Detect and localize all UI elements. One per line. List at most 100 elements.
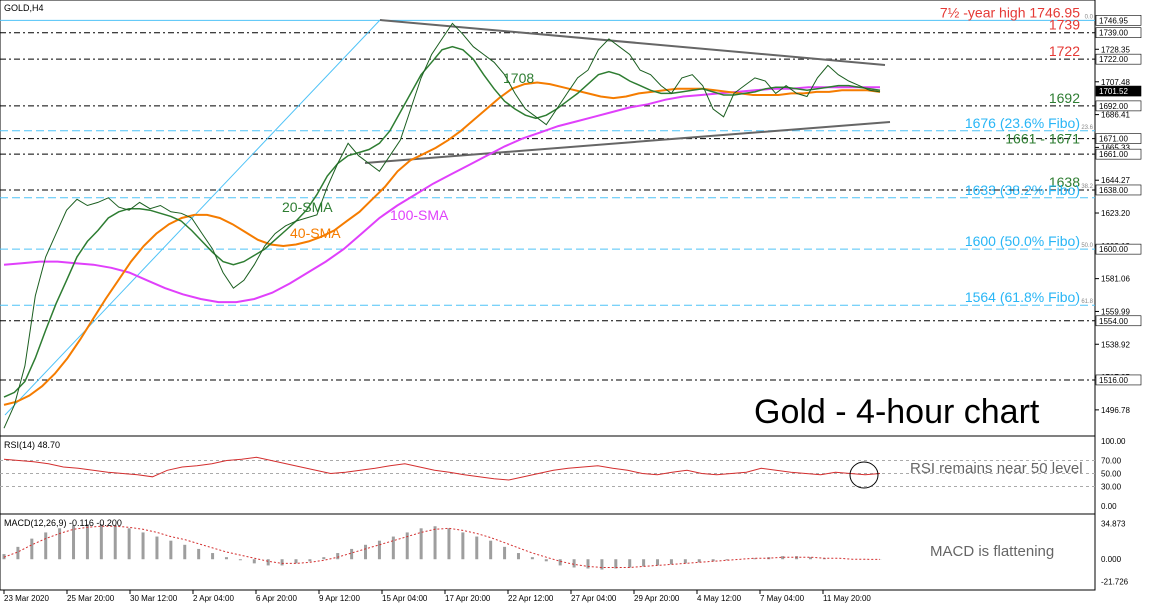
price-tick-label: 1728.35 — [1101, 45, 1130, 54]
main-panel — [0, 0, 1096, 437]
fibo-tag: 38.2 — [1081, 184, 1093, 190]
price-tag-box — [1095, 100, 1142, 112]
level-label: 1692 — [1049, 90, 1080, 106]
time-tick-label: 27 Apr 04:00 — [571, 594, 617, 603]
series-label: 100-SMA — [390, 207, 449, 223]
rsi-tick-label: 100.00 — [1101, 437, 1126, 446]
price-tag-box — [1095, 315, 1142, 327]
rsi-panel — [0, 435, 1096, 515]
macd-tick-label: 0.000 — [1101, 555, 1122, 564]
price-tag-box — [1095, 374, 1142, 386]
time-axis: 23 Mar 2020 25 Mar 20:00 30 Mar 12:00 2 Apr… — [3, 590, 871, 603]
price-tick-label: 1559.99 — [1101, 307, 1130, 316]
price-tag-box — [1095, 148, 1142, 160]
price-tag-label: 1692.00 — [1099, 102, 1128, 111]
trendlines — [4, 19, 891, 416]
series-label: 40-SMA — [290, 225, 341, 241]
time-tick-label: 30 Mar 12:00 — [130, 594, 178, 603]
price-tag-label: 1739.00 — [1099, 29, 1128, 38]
level-label: 7½ -year high 1746.95 — [940, 4, 1080, 20]
price-tag-label: 1661.00 — [1099, 150, 1128, 159]
time-tick-label: 11 May 20:00 — [823, 594, 871, 603]
level-label: 1676 (23.6% Fibo) — [965, 115, 1080, 131]
fibo-tag: 0.0 — [1085, 14, 1094, 20]
time-tick-label: 29 Apr 20:00 — [634, 594, 680, 603]
macd-tick-label: 34.873 — [1101, 519, 1126, 528]
time-tick-label: 9 Apr 12:00 — [319, 594, 360, 603]
price-line — [3, 22, 881, 429]
price-tag-box — [1095, 15, 1142, 26]
price-tick-label: 1581.06 — [1101, 275, 1130, 284]
price-tick-label: 1496.78 — [1101, 406, 1130, 415]
price-tick-label: 1686.41 — [1101, 111, 1130, 120]
macd-note: MACD is flattening — [930, 543, 1054, 560]
time-tick-label: 15 Apr 04:00 — [382, 594, 428, 603]
price-tag-label: 1746.95 — [1099, 16, 1128, 25]
time-tick-label: 4 May 12:00 — [697, 594, 742, 603]
rsi-tick-label: 70.00 — [1101, 457, 1122, 466]
price-tag-box — [1095, 27, 1142, 39]
macd-panel — [0, 513, 1096, 591]
fibo-tag: 23.6 — [1081, 125, 1093, 131]
series-labels: 20-SMA 40-SMA 100-SMA 1708 — [282, 70, 534, 241]
price-tag-box — [1095, 133, 1142, 144]
level-label: 1722 — [1049, 43, 1080, 59]
rsi-line — [3, 456, 881, 481]
price-axis: 1728.35 1707.48 1686.41 1665.33 1644.27 1623.… — [1095, 15, 1142, 415]
price-tag-label: 1722.00 — [1099, 55, 1128, 64]
price-tick-label: 1665.33 — [1101, 143, 1130, 152]
sma20-line — [3, 45, 881, 398]
level-label: 1638 — [1049, 174, 1080, 190]
rsi-note: RSI remains near 50 level — [910, 460, 1083, 477]
level-labels: 7½ -year high 1746.95 0.0 1739 1722 1692 1676… — [940, 4, 1094, 305]
time-tick-label: 7 May 04:00 — [760, 594, 805, 603]
price-tag-box — [1095, 85, 1142, 97]
fibo-baseline — [4, 19, 381, 416]
macd-indicator: 34.873 0.000 -21.726 — [2, 519, 1129, 587]
price-tag-label: 1516.00 — [1099, 376, 1128, 385]
price-tag-box — [1095, 53, 1142, 65]
level-label: 1600 (50.0% Fibo) — [965, 233, 1080, 249]
symbol-label: GOLD,H4 — [4, 3, 44, 13]
time-tick-label: 25 Mar 20:00 — [67, 594, 115, 603]
fibo-tag: 50.0 — [1081, 243, 1093, 249]
upper-trendline — [379, 19, 886, 66]
time-tick-label: 22 Apr 12:00 — [508, 594, 554, 603]
price-tag-label: 1600.00 — [1099, 245, 1128, 254]
rsi-tick-label: 30.00 — [1101, 483, 1122, 492]
price-tag-label: 1554.00 — [1099, 317, 1128, 326]
macd-tick-label: -21.726 — [1101, 578, 1129, 587]
level-label: 1633 (38.2% Fibo) — [965, 182, 1080, 198]
sma40-line — [3, 81, 881, 406]
rsi-tick-label: 0.00 — [1101, 502, 1117, 511]
price-tag-label: 1638.00 — [1099, 186, 1128, 195]
price-tag-label: 1701.52 — [1099, 87, 1128, 96]
rsi-highlight-circle — [849, 461, 879, 489]
level-label: 1739 — [1049, 17, 1080, 33]
price-series — [3, 22, 881, 429]
lower-trendline — [364, 121, 891, 164]
level-label: 1661 - 1671 — [1005, 130, 1080, 146]
price-tick-label: 1623.20 — [1101, 209, 1130, 218]
price-tick-label: 1707.48 — [1101, 78, 1130, 87]
rsi-indicator: 100.00 70.00 50.00 30.00 0.00 — [0, 437, 1126, 511]
time-tick-label: 23 Mar 2020 — [4, 594, 49, 603]
time-tick-label: 2 Apr 04:00 — [193, 594, 234, 603]
time-tick-label: 6 Apr 20:00 — [256, 594, 297, 603]
price-tick-label: 1538.92 — [1101, 340, 1130, 349]
price-tag-label: 1671.00 — [1099, 135, 1128, 144]
price-tick-label: 1644.27 — [1101, 176, 1130, 185]
price-tag-box — [1095, 243, 1142, 255]
macd-label: MACD(12,26,9) -0.116 -0.200 — [4, 518, 122, 528]
macd-signal-line — [3, 525, 881, 568]
series-label: 20-SMA — [282, 199, 333, 215]
level-label: 1564 (61.8% Fibo) — [965, 289, 1080, 305]
fibo-tag: 61.8 — [1081, 299, 1093, 305]
time-tick-label: 17 Apr 20:00 — [445, 594, 491, 603]
rsi-label: RSI(14) 48.70 — [4, 440, 60, 450]
chart-title: Gold - 4-hour chart — [754, 393, 1040, 431]
price-tag-box — [1095, 184, 1142, 196]
rsi-tick-label: 50.00 — [1101, 470, 1122, 479]
series-label: 1708 — [503, 70, 534, 86]
